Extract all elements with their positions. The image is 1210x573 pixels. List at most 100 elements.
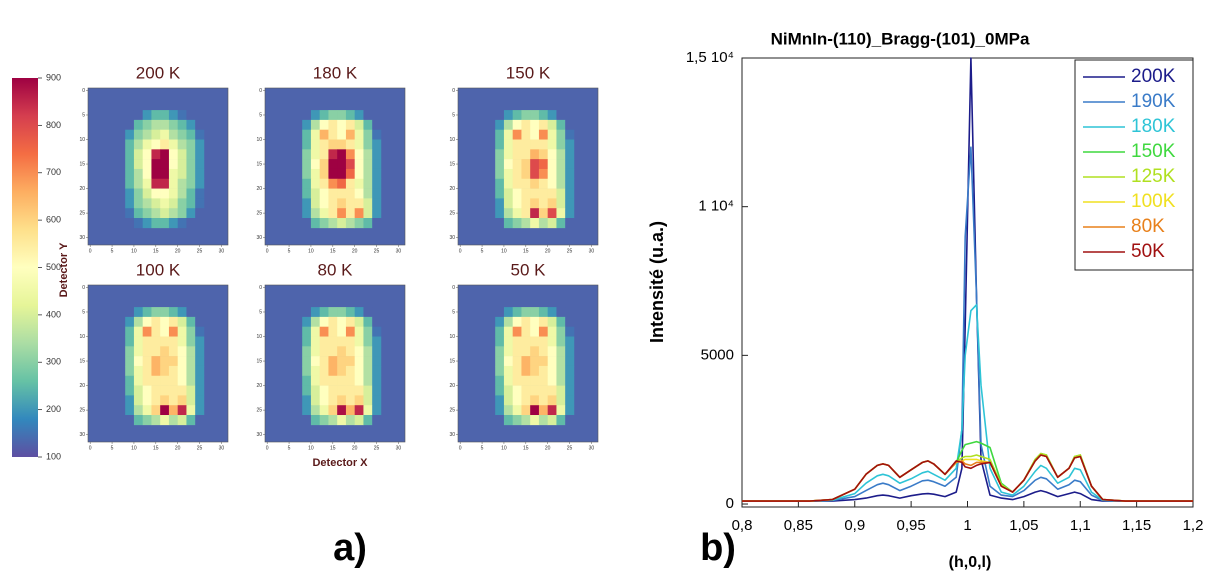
heatmap-cell: [547, 110, 557, 121]
heatmap-cell: [177, 168, 187, 180]
heatmap-cell: [133, 326, 143, 337]
x-tick-label: 0,9: [844, 517, 865, 534]
heatmap-cell: [363, 375, 373, 386]
y-tick-label: 30: [79, 235, 85, 241]
heatmap-cell: [354, 375, 364, 386]
heatmap-cell: [503, 356, 513, 367]
y-tick-label: 20: [256, 186, 262, 192]
heatmap-cell: [345, 218, 355, 229]
heatmap-cell: [125, 316, 135, 328]
x-tick-label: 10: [131, 445, 137, 451]
heatmap-cell: [168, 385, 178, 396]
heatmap-cell: [133, 336, 143, 347]
heatmap-cell: [372, 415, 382, 426]
heatmap-cell: [530, 385, 540, 396]
heatmap-cell: [337, 395, 347, 406]
heatmap-cell: [186, 326, 196, 337]
heatmap-cell: [556, 110, 566, 121]
heatmap-cell: [142, 149, 152, 160]
heatmap-cell: [151, 346, 161, 357]
x-tick-label: 0,85: [784, 517, 813, 534]
heatmap-cell: [151, 159, 161, 170]
heatmap-cell: [363, 168, 373, 180]
heatmap-cell: [372, 336, 382, 347]
heatmap-cell: [354, 405, 364, 416]
heatmap-cell: [372, 198, 382, 209]
heatmap-cell: [133, 415, 143, 426]
heatmap-cell: [151, 316, 161, 328]
y-tick-label: 30: [449, 235, 455, 241]
heatmap-cell: [168, 129, 178, 140]
heatmap-cell: [151, 405, 161, 416]
heatmap-cell: [133, 159, 143, 170]
heatmap-cell: [168, 149, 178, 160]
heatmap-cell: [521, 168, 531, 180]
panel-title: 180 K: [313, 63, 358, 82]
heatmap-cell: [495, 326, 505, 337]
heatmap-cell: [195, 218, 205, 229]
x-tick-label: 25: [567, 248, 573, 254]
heatmap-cell: [521, 307, 531, 318]
heatmap-cell: [372, 307, 382, 318]
heatmap-cell: [530, 375, 540, 386]
heatmap-cell: [503, 110, 513, 121]
heatmap-cell: [503, 139, 513, 150]
heatmap-cell: [319, 385, 329, 396]
colorbar-tick-label: 800: [46, 120, 61, 130]
heatmap-cell: [354, 208, 364, 219]
heatmap-cell: [142, 188, 152, 199]
x-tick-label: 1,2: [1183, 517, 1204, 534]
heatmap-cell: [495, 336, 505, 347]
heatmap-cell: [363, 139, 373, 150]
x-tick-label: 10: [308, 248, 314, 254]
heatmap-cell: [565, 405, 575, 416]
x-tick-label: 5: [481, 445, 484, 451]
heatmap-cell: [125, 218, 135, 229]
heatmap-cell: [345, 356, 355, 367]
heatmap-cell: [125, 395, 135, 406]
heatmap-cell: [354, 346, 364, 357]
panel-label: b): [700, 527, 736, 569]
series-line: [742, 454, 1193, 502]
heatmap-cell: [302, 149, 312, 160]
heatmap-cell: [345, 385, 355, 396]
heatmap-cell: [345, 178, 355, 189]
heatmap-cell: [177, 208, 187, 219]
heatmap-cell: [168, 188, 178, 199]
panel-title: 100 K: [136, 260, 181, 279]
heatmap-cell: [328, 395, 338, 406]
heatmap-cell: [160, 178, 170, 189]
heatmap-cell: [160, 149, 170, 160]
heatmap-cell: [565, 110, 575, 121]
heatmap-cell: [310, 395, 320, 406]
heatmap-cell: [177, 385, 187, 396]
heatmap-cell: [310, 356, 320, 367]
heatmap-cell: [372, 139, 382, 150]
x-tick-label: 20: [175, 445, 181, 451]
heatmap-cell: [363, 385, 373, 396]
heatmap-cell: [547, 139, 557, 150]
heatmap-cell: [319, 110, 329, 121]
heatmap-cell: [177, 139, 187, 150]
heatmap-cell: [547, 218, 557, 229]
heatmap-cell: [512, 119, 522, 131]
heatmap-cell: [310, 307, 320, 318]
heatmap-cell: [337, 405, 347, 416]
y-tick-label: 15: [256, 161, 262, 167]
heatmap-cell: [538, 415, 548, 426]
heatmap-cell: [363, 208, 373, 219]
x-tick-label: 30: [396, 248, 402, 254]
heatmap-cell: [512, 395, 522, 406]
heatmap-cell: [354, 307, 364, 318]
heatmap-cell: [521, 316, 531, 328]
heatmap-cell: [503, 385, 513, 396]
heatmap-cell: [547, 198, 557, 209]
heatmap-cell: [363, 198, 373, 209]
panel-frame: [87, 284, 229, 443]
heatmap-cell: [363, 110, 373, 121]
y-tick-label: 20: [79, 186, 85, 192]
heatmap-cell: [521, 356, 531, 367]
y-tick-label: 0: [452, 88, 455, 94]
heatmap-cell: [328, 208, 338, 219]
heatmap-cell: [363, 307, 373, 318]
